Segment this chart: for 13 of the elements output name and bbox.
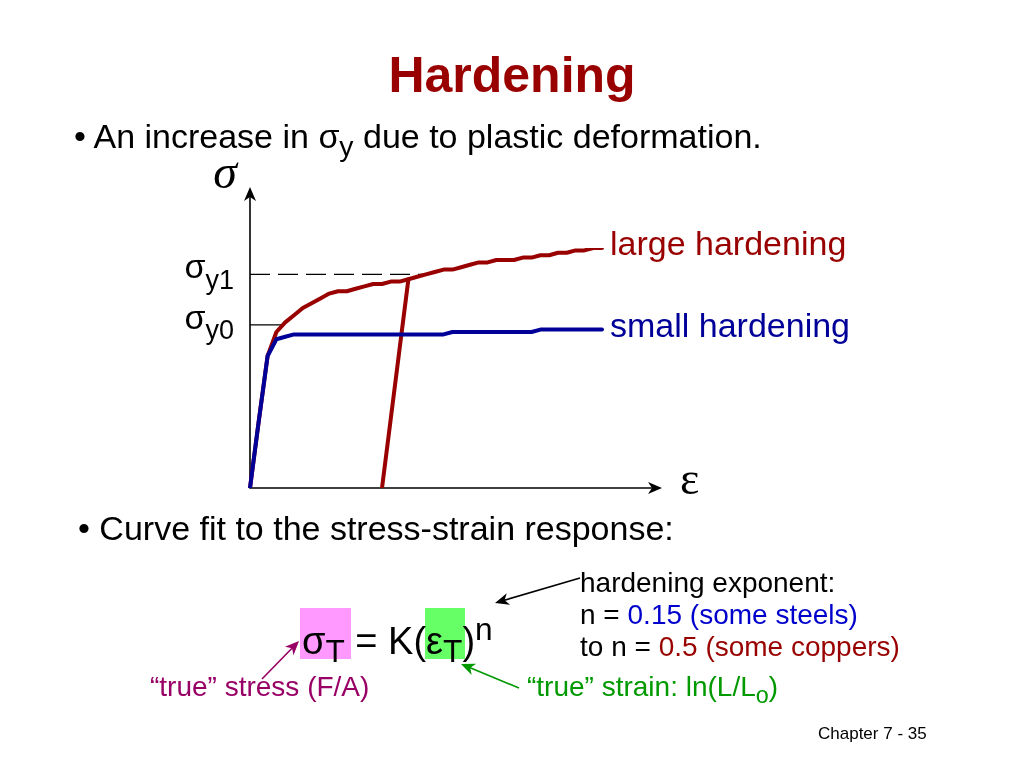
text: 0.15 (some steels) xyxy=(627,599,858,630)
text: 0.5 (some coppers) xyxy=(658,631,900,662)
series-label: small hardening xyxy=(610,305,851,344)
text: to n = xyxy=(580,631,651,662)
text: “true” strain: ln(L/L$_{o}$) xyxy=(527,671,779,708)
series-label: large hardening xyxy=(610,224,847,262)
text: hardening exponent: xyxy=(580,567,836,598)
chart-title: Hardening xyxy=(387,47,637,103)
text: “true” stress (F/A) xyxy=(150,671,370,702)
x-axis-title: ε xyxy=(680,453,700,504)
text: n = xyxy=(580,599,620,630)
text: • Curve fit to the stress-strain response: xyxy=(78,509,674,547)
text: Chapter 7 - 35 xyxy=(818,724,927,743)
